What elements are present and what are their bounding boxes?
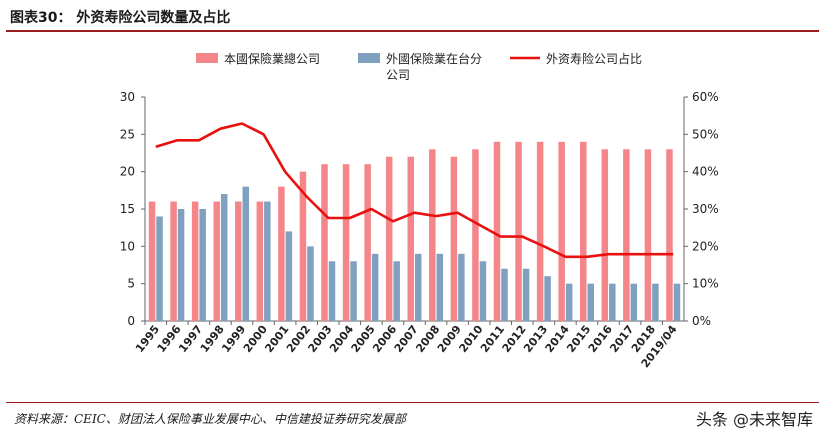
bar-total-companies — [364, 164, 371, 321]
watermark: 头条 @未来智库 — [695, 410, 813, 429]
right-tick-label: 10% — [692, 277, 719, 291]
bar-foreign-branches — [565, 283, 573, 321]
right-tick-label: 60% — [692, 90, 719, 104]
bar-total-companies — [191, 201, 199, 321]
bar-total-companies — [666, 149, 673, 321]
legend-label-foreign: 外國保險業在台分公司 — [386, 51, 482, 82]
legend-swatch-foreign — [358, 53, 380, 63]
bar-foreign-branches — [328, 261, 336, 321]
legend-label-total: 本國保險業總公司 — [224, 51, 320, 66]
share-line-series — [155, 122, 674, 259]
share-line — [155, 122, 674, 259]
left-tick-label: 15 — [120, 202, 135, 216]
bar-total-companies — [256, 201, 264, 321]
bar-foreign-branches — [156, 216, 163, 321]
bar-foreign-branches — [393, 261, 400, 321]
bar-total-companies — [342, 164, 350, 321]
left-tick-label: 20 — [120, 165, 135, 179]
bar-total-companies — [278, 186, 285, 321]
bar-foreign-branches — [307, 246, 314, 321]
bar-total-companies — [536, 141, 544, 321]
bar-total-companies — [515, 141, 522, 321]
bar-foreign-branches — [285, 231, 293, 321]
bar-foreign-branches — [652, 283, 659, 321]
bar-total-companies — [235, 201, 242, 321]
bar-foreign-branches — [199, 209, 206, 321]
bar-total-companies — [450, 156, 458, 321]
right-tick-label: 30% — [692, 202, 719, 216]
bar-total-companies — [558, 141, 565, 321]
right-tick-label: 40% — [692, 165, 719, 179]
bar-total-companies — [299, 171, 307, 321]
source-note: 资料来源：CEIC、财团法人保险事业发展中心、中信建投证券研究发展部 — [14, 412, 406, 426]
figure-title: 图表30： 外资寿险公司数量及占比 — [10, 10, 231, 26]
bar-foreign-branches — [673, 283, 681, 321]
bar-foreign-branches — [177, 209, 185, 321]
bar-total-companies — [321, 164, 328, 321]
right-tick-label: 50% — [692, 127, 719, 141]
bar-total-companies — [623, 149, 630, 321]
bar-total-companies — [170, 201, 177, 321]
top-rule — [6, 30, 819, 32]
left-tick-label: 10 — [120, 239, 135, 253]
bar-total-companies — [472, 149, 479, 321]
chart-legend: 本國保險業總公司 外國保險業在台分公司 外资寿险公司占比 — [196, 51, 642, 82]
bar-foreign-branches — [436, 253, 444, 321]
bar-foreign-branches — [609, 283, 616, 321]
bar-foreign-branches — [371, 253, 379, 321]
bar-foreign-branches — [264, 201, 271, 321]
bar-foreign-branches — [458, 253, 465, 321]
bar-total-companies — [429, 149, 436, 321]
legend-swatch-total — [196, 53, 218, 63]
left-tick-label: 25 — [120, 127, 135, 141]
bar-foreign-branches — [479, 261, 487, 321]
bar-total-companies — [407, 156, 414, 321]
left-tick-label: 30 — [120, 90, 135, 104]
bar-total-companies — [601, 149, 609, 321]
bar-foreign-branches — [220, 194, 228, 321]
bar-foreign-branches — [544, 276, 551, 321]
chart-axes: 0 5 10 15 20 25 30 0% 10% 20% 30% 40% 50% 60% — [120, 90, 719, 328]
bar-total-companies — [644, 149, 652, 321]
legend-label-share: 外资寿险公司占比 — [546, 51, 642, 66]
bar-foreign-branches — [587, 283, 594, 321]
bar-foreign-branches — [522, 268, 530, 321]
bar-foreign-branches — [350, 261, 357, 321]
bar-total-companies — [579, 141, 587, 321]
chart-bars — [148, 141, 681, 321]
bar-foreign-branches — [630, 283, 638, 321]
bar-total-companies — [385, 156, 393, 321]
right-tick-label: 20% — [692, 239, 719, 253]
left-tick-label: 5 — [127, 277, 135, 291]
bar-foreign-branches — [415, 253, 422, 321]
bottom-rule — [6, 402, 819, 403]
left-tick-label: 0 — [127, 314, 135, 328]
bar-total-companies — [148, 201, 156, 321]
report-header: 图表30： 外资寿险公司数量及占比 — [0, 0, 825, 30]
x-axis-labels: 1995199619971998199920002001200220032004… — [133, 323, 680, 371]
bar-foreign-branches — [242, 186, 250, 321]
bar-total-companies — [213, 201, 220, 321]
bar-total-companies — [493, 141, 501, 321]
right-tick-label: 0% — [692, 314, 711, 328]
bar-foreign-branches — [501, 268, 508, 321]
